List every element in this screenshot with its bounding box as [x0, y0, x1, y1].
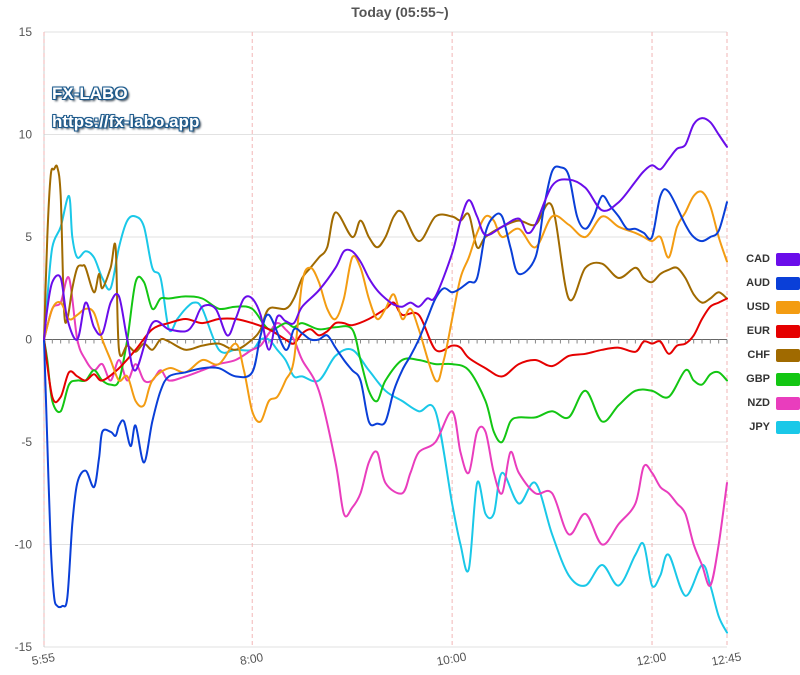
chart-title: Today (05:55~): [351, 4, 449, 20]
legend-item-usd[interactable]: USD: [738, 295, 800, 319]
watermark-brand: FX-LABO: [52, 84, 128, 103]
legend-label: JPY: [749, 421, 770, 433]
legend-item-eur[interactable]: EUR: [738, 319, 800, 343]
y-tick-label: -10: [15, 538, 33, 552]
legend-swatch: [776, 372, 800, 386]
chart-grid: [43, 31, 728, 648]
y-tick-label: -5: [21, 435, 32, 449]
legend-label: GBP: [746, 373, 770, 385]
y-tick-label: -15: [15, 640, 33, 654]
series-line-nzd: [43, 276, 728, 587]
y-axis-labels: 15 10 5 0 -5 -10 -15: [15, 25, 33, 654]
x-tick-label: 10:00: [435, 650, 467, 669]
legend-swatch: [776, 348, 800, 362]
series-line-usd: [43, 190, 728, 423]
series-line-cad: [43, 117, 728, 372]
legend-swatch: [776, 324, 800, 338]
series-line-gbp: [43, 275, 728, 444]
x-tick-label: 12:00: [635, 650, 667, 669]
x-tick-label: 8:00: [239, 650, 265, 668]
y-tick-label: 0: [25, 333, 32, 347]
legend-label: NZD: [747, 397, 770, 409]
x-axis-labels: 5:55 8:00 10:00 12:00 12:45: [31, 650, 743, 669]
series-lines: [43, 117, 728, 634]
legend-label: CHF: [747, 349, 770, 361]
legend-item-nzd[interactable]: NZD: [738, 391, 800, 415]
x-tick-label: 12:45: [710, 650, 742, 669]
series-line-aud: [43, 165, 728, 609]
y-tick-label: 10: [19, 128, 33, 142]
legend-swatch: [776, 252, 800, 266]
legend-item-chf[interactable]: CHF: [738, 343, 800, 367]
legend-swatch: [776, 300, 800, 314]
legend-swatch: [776, 396, 800, 410]
legend-item-cad[interactable]: CAD: [738, 247, 800, 271]
series-line-chf: [43, 164, 728, 358]
legend-swatch: [776, 420, 800, 434]
chart-legend: CAD AUD USD EUR CHF GBP NZD JPY: [738, 247, 800, 439]
legend-item-gbp[interactable]: GBP: [738, 367, 800, 391]
legend-swatch: [776, 276, 800, 290]
legend-label: AUD: [746, 277, 770, 289]
legend-label: USD: [746, 301, 770, 313]
y-tick-label: 5: [25, 230, 32, 244]
series-line-eur: [43, 297, 728, 404]
legend-item-jpy[interactable]: JPY: [738, 415, 800, 439]
legend-label: CAD: [746, 253, 770, 265]
watermark-url: https://fx-labo.app: [52, 112, 200, 131]
series-line-jpy: [43, 194, 728, 634]
x-tick-label: 5:55: [31, 650, 57, 668]
y-tick-label: 15: [19, 25, 33, 39]
legend-item-aud[interactable]: AUD: [738, 271, 800, 295]
legend-label: EUR: [746, 325, 770, 337]
